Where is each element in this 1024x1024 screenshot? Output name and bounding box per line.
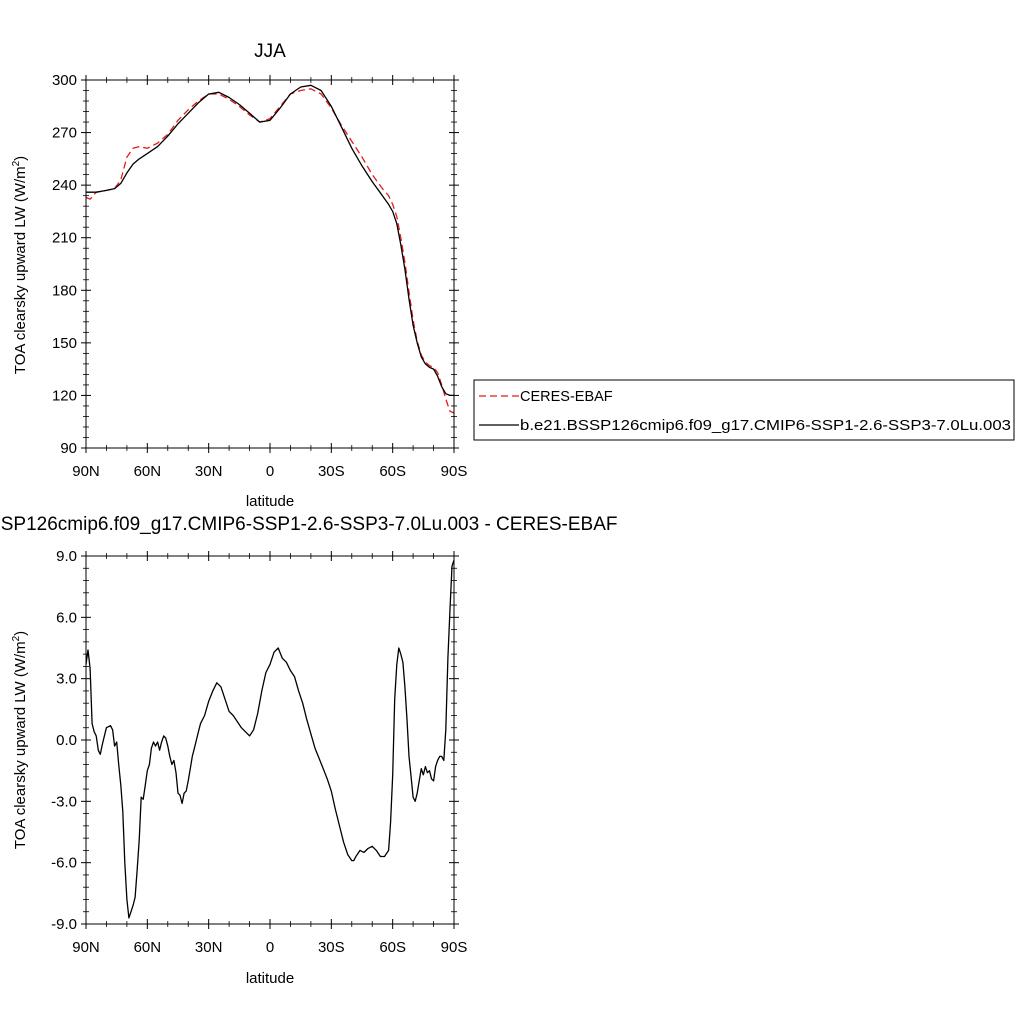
bottom-y-tick-label: -6.0 — [51, 855, 77, 872]
bottom-x-tick-label: 30S — [318, 939, 345, 956]
bottom-plot-frame — [85, 555, 455, 925]
bottom-x-tick-label: 30N — [195, 939, 223, 956]
bottom-y-tick-label: 9.0 — [56, 548, 77, 565]
bottom-x-tick-labels: 90N 60N 30N 0 30S 60S 90S — [72, 939, 467, 956]
bottom-y-tick-label: -9.0 — [51, 916, 77, 933]
bottom-y-tick-labels: -9.0 -6.0 -3.0 0.0 3.0 6.0 9.0 — [51, 548, 77, 933]
top-x-tick-label: 30N — [195, 463, 223, 480]
top-x-tick-label: 0 — [266, 463, 274, 480]
top-x-tick-label: 60S — [379, 463, 406, 480]
top-model-line — [86, 84, 454, 397]
bottom-x-tick-label: 90N — [72, 939, 100, 956]
top-y-tick-label: 240 — [52, 177, 77, 194]
top-x-tick-labels: 90N 60N 30N 0 30S 60S 90S — [72, 463, 467, 480]
legend-label-ceres: CERES-EBAF — [520, 389, 613, 405]
bottom-series-lines — [85, 559, 455, 919]
top-plot-frame — [85, 79, 455, 449]
legend-label-model: b.e21.BSSP126cmip6.f09_g17.CMIP6-SSP1-2.… — [520, 418, 1011, 434]
top-y-tick-label: 90 — [60, 440, 77, 457]
bottom-chart-title: b.e21.BSSP126cmip6.f09_g17.CMIP6-SSP1-2.… — [0, 514, 617, 535]
bottom-y-tick-label: 0.0 — [56, 732, 77, 749]
top-ticks — [81, 75, 459, 453]
bottom-x-tick-label: 60S — [379, 939, 406, 956]
bottom-x-tick-label: 90S — [441, 939, 468, 956]
bottom-ticks — [81, 551, 459, 929]
bottom-x-tick-label: 60N — [134, 939, 162, 956]
bottom-x-tick-label: 0 — [266, 939, 274, 956]
top-ceres-ebaf-line — [85, 88, 455, 414]
bottom-difference-line — [85, 559, 455, 919]
top-x-tick-label: 90S — [441, 463, 468, 480]
top-y-tick-label: 180 — [52, 282, 77, 299]
top-y-tick-label: 150 — [52, 335, 77, 352]
legend: CERES-EBAF b.e21.BSSP126cmip6.f09_g17.CM… — [473, 379, 1015, 441]
top-panel: JJA TOA clearsky upward LW (W/m2) latitu… — [11, 41, 467, 510]
bottom-y-tick-label: 3.0 — [56, 671, 77, 688]
bottom-y-axis-label: TOA clearsky upward LW (W/m2) — [11, 631, 29, 849]
top-x-tick-label: 30S — [318, 463, 345, 480]
bottom-y-tick-label: -3.0 — [51, 793, 77, 810]
top-x-axis-label: latitude — [246, 493, 294, 510]
top-series-lines — [85, 84, 455, 414]
top-y-tick-label: 270 — [52, 125, 77, 142]
top-y-tick-labels: 90 120 150 180 210 240 270 300 — [52, 72, 77, 457]
legend-box — [473, 379, 1015, 441]
top-y-axis-label: TOA clearsky upward LW (W/m2) — [11, 156, 29, 374]
bottom-y-tick-label: 6.0 — [56, 609, 77, 626]
top-chart-title: JJA — [254, 41, 286, 62]
bottom-panel: b.e21.BSSP126cmip6.f09_g17.CMIP6-SSP1-2.… — [0, 514, 617, 987]
top-x-tick-label: 60N — [134, 463, 162, 480]
top-y-tick-label: 210 — [52, 230, 77, 247]
top-x-tick-label: 90N — [72, 463, 100, 480]
top-y-tick-label: 300 — [52, 72, 77, 89]
top-y-tick-label: 120 — [52, 387, 77, 404]
bottom-x-axis-label: latitude — [246, 970, 294, 987]
